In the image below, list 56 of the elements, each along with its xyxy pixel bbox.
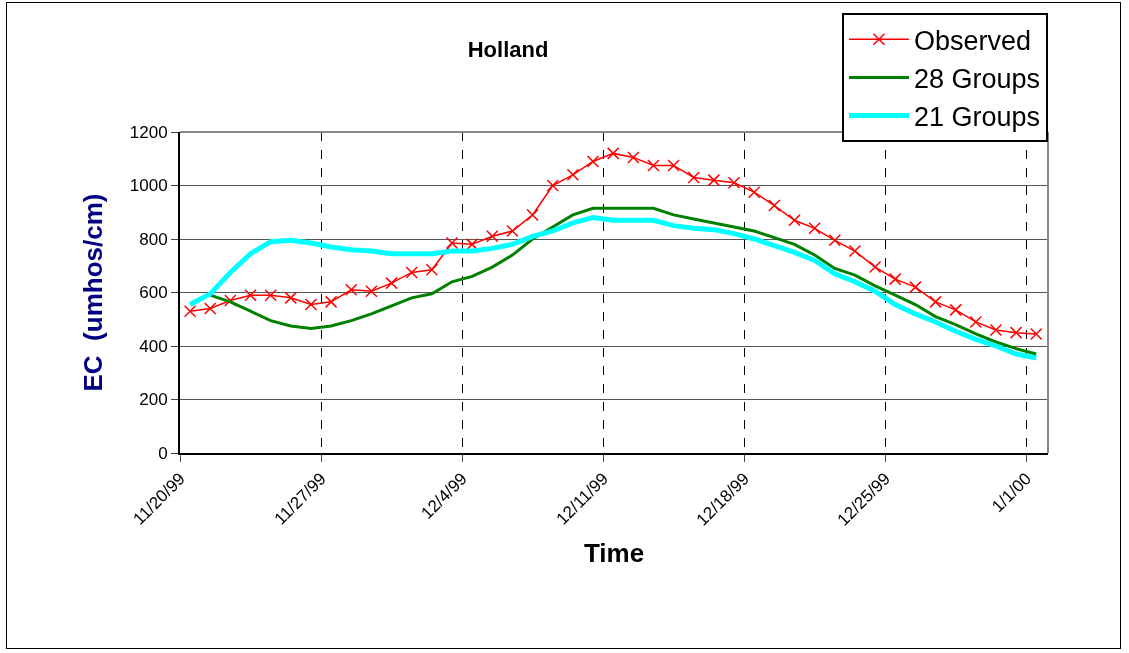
point [244,288,257,302]
point [647,159,660,172]
point [264,288,277,302]
point [224,294,237,307]
point [345,283,358,297]
point [304,298,318,311]
point [929,295,942,309]
point [747,185,761,199]
point [969,315,983,329]
point [526,208,539,222]
y-tick-label: 0 [158,443,168,463]
point [203,302,217,315]
point [848,244,862,258]
point [586,155,600,168]
point [324,295,338,309]
legend-label: 21 Groups [914,102,1041,133]
x-axis-title: Time [583,537,645,568]
y-tick-label: 200 [139,390,168,410]
legend-label: Observed [914,25,1032,56]
point [707,173,721,187]
point [1009,326,1023,339]
point [989,323,1003,337]
point [888,272,902,286]
point [868,260,882,274]
point [284,291,298,305]
y-tick-label: 1000 [129,176,168,196]
point [667,159,680,172]
chart-title: Holland [467,36,549,62]
point [1030,327,1043,341]
legend-label: 28 Groups [914,63,1041,94]
point [546,179,559,192]
point [727,176,741,190]
point [687,171,700,184]
point [405,266,418,279]
y-tick-label: 800 [139,229,168,249]
point [788,214,801,227]
y-axis-title: EC (umhos/cm) [77,193,108,392]
point [949,303,962,317]
point [828,234,842,247]
point [768,199,781,212]
point [445,236,459,250]
y-tick-label: 400 [139,336,168,356]
point [465,238,479,251]
point [425,263,439,277]
point [183,304,197,318]
point [808,222,821,235]
point [385,276,398,290]
y-tick-label: 600 [139,283,168,303]
point [486,230,499,243]
point [566,168,580,182]
point [909,280,922,294]
point [506,224,519,238]
point [627,151,640,164]
point [365,284,378,298]
point [606,147,620,160]
y-tick-label: 1200 [129,122,168,142]
